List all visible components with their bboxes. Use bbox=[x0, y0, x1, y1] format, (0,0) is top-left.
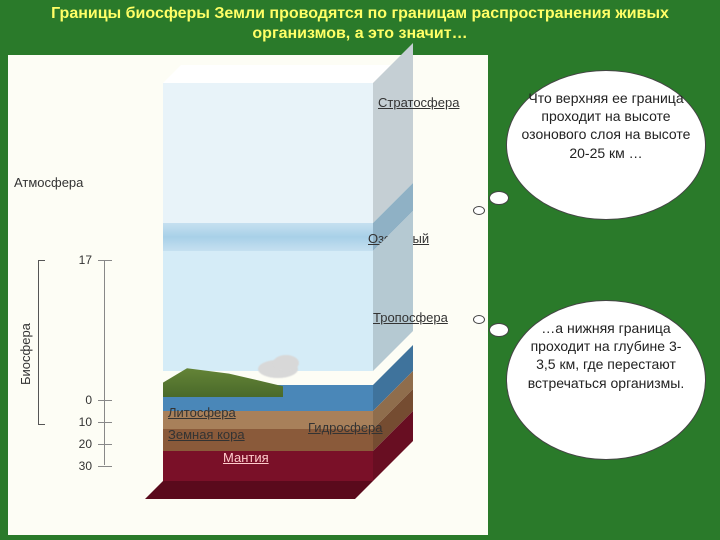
label-biosphere: Биосфера bbox=[18, 323, 33, 385]
label-hydrosphere: Гидросфера bbox=[308, 420, 383, 435]
layer-ozone bbox=[163, 223, 373, 251]
title-line1: Границы биосферы Земли проводятся по гра… bbox=[51, 5, 669, 22]
bubble-bottom-text: …а нижняя граница проходит на глубине 3-… bbox=[528, 320, 684, 391]
scale-20: 20 bbox=[68, 437, 92, 451]
title-line2: организмов, а это значит… bbox=[252, 25, 467, 42]
scale-tick bbox=[98, 466, 112, 467]
biosphere-bracket bbox=[38, 260, 39, 425]
scale-10: 10 bbox=[68, 415, 92, 429]
speech-bubble-top: Что верхняя ее граница проходит на высот… bbox=[506, 70, 706, 220]
scale-30: 30 bbox=[68, 459, 92, 473]
layer-stratosphere bbox=[163, 83, 373, 223]
scale-tick bbox=[98, 422, 112, 423]
layered-cube: Стратосфера Озоновый слой Тропосфера bbox=[163, 65, 423, 525]
label-atmosphere: Атмосфера bbox=[14, 175, 83, 190]
label-troposphere: Тропосфера bbox=[373, 310, 448, 325]
scale-tick bbox=[98, 444, 112, 445]
label-lithosphere: Литосфера bbox=[168, 405, 236, 420]
scale-0: 0 bbox=[68, 393, 92, 407]
bubble-top-text: Что верхняя ее граница проходит на высот… bbox=[522, 90, 691, 161]
biosphere-diagram: Атмосфера Биосфера 17 0 10 20 30 Стратос… bbox=[8, 55, 488, 535]
scale-tick bbox=[98, 260, 112, 261]
scale-tick bbox=[98, 400, 112, 401]
label-mantle: Мантия bbox=[223, 450, 269, 465]
label-stratosphere: Стратосфера bbox=[378, 95, 459, 110]
label-crust: Земная кора bbox=[168, 427, 245, 442]
cloud-icon bbox=[273, 355, 299, 371]
scale-axis bbox=[104, 260, 105, 465]
scale-17: 17 bbox=[68, 253, 92, 267]
page-title: Границы биосферы Земли проводятся по гра… bbox=[0, 0, 720, 48]
layer-troposphere bbox=[163, 251, 373, 371]
speech-bubble-bottom: …а нижняя граница проходит на глубине 3-… bbox=[506, 300, 706, 460]
